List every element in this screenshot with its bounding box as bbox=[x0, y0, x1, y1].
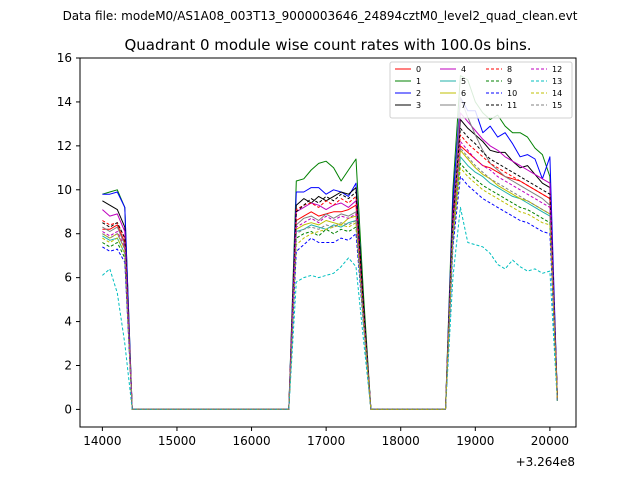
y-tick-label: 10 bbox=[57, 183, 72, 197]
y-tick-label: 12 bbox=[57, 139, 72, 153]
legend-label-2: 2 bbox=[416, 89, 421, 98]
legend-label-9: 9 bbox=[507, 77, 512, 86]
legend-label-14: 14 bbox=[552, 89, 562, 98]
x-tick-label: 17000 bbox=[307, 434, 345, 448]
legend-box bbox=[389, 61, 573, 119]
series-line-10 bbox=[102, 176, 558, 410]
legend-label-0: 0 bbox=[416, 65, 421, 74]
figure-suptitle: Data file: modeM0/AS1A08_003T13_90000036… bbox=[63, 9, 578, 23]
legend-label-12: 12 bbox=[552, 65, 562, 74]
x-tick-label: 20000 bbox=[531, 434, 569, 448]
x-axis-offset-label: +3.264e8 bbox=[516, 455, 575, 469]
legend-label-3: 3 bbox=[416, 101, 421, 110]
x-tick-label: 15000 bbox=[158, 434, 196, 448]
legend-label-6: 6 bbox=[461, 89, 466, 98]
x-axis-ticks: 14000 15000 16000 17000 18000 19000 20000 bbox=[83, 427, 569, 448]
legend-label-5: 5 bbox=[461, 77, 466, 86]
legend-label-15: 15 bbox=[552, 101, 562, 110]
y-tick-label: 0 bbox=[64, 402, 72, 416]
x-tick-label: 18000 bbox=[382, 434, 420, 448]
series-line-15 bbox=[102, 147, 558, 410]
plot-frame bbox=[79, 57, 577, 428]
legend-label-11: 11 bbox=[507, 101, 517, 110]
plot-lines bbox=[102, 75, 558, 410]
legend-label-4: 4 bbox=[461, 65, 466, 74]
legend-label-7: 7 bbox=[461, 101, 466, 110]
y-tick-label: 16 bbox=[57, 51, 72, 65]
x-tick-label: 16000 bbox=[232, 434, 270, 448]
y-axis-ticks: 0 2 4 6 8 10 12 14 16 bbox=[57, 51, 80, 416]
legend-label-8: 8 bbox=[507, 65, 512, 74]
chart-title: Quadrant 0 module wise count rates with … bbox=[124, 36, 531, 54]
y-tick-label: 6 bbox=[64, 271, 72, 285]
y-tick-label: 8 bbox=[64, 227, 72, 241]
y-tick-label: 4 bbox=[64, 315, 72, 329]
y-tick-label: 14 bbox=[57, 95, 72, 109]
legend-label-10: 10 bbox=[507, 89, 517, 98]
legend-label-13: 13 bbox=[552, 77, 562, 86]
y-tick-label: 2 bbox=[64, 359, 72, 373]
x-tick-label: 19000 bbox=[456, 434, 494, 448]
legend-label-1: 1 bbox=[416, 77, 421, 86]
x-tick-label: 14000 bbox=[83, 434, 121, 448]
